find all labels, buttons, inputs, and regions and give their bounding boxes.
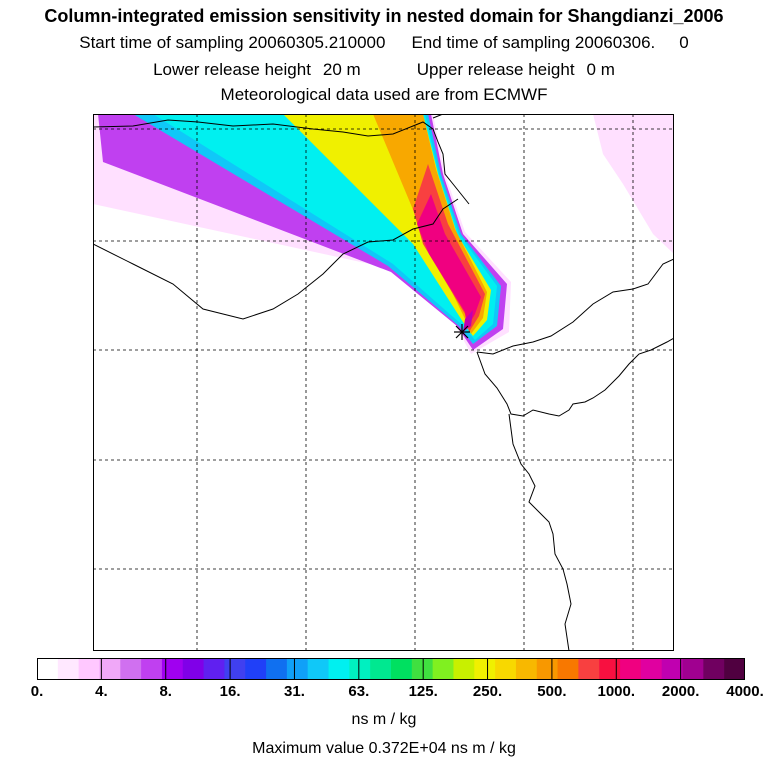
color-scale-cell [703,658,725,680]
end-time: End time of sampling 20060306. [411,33,656,52]
color-scale-cells [37,658,745,680]
color-scale-cell [370,658,392,680]
map-title: Column-integrated emission sensitivity i… [44,6,724,26]
coastline-peninsula [476,337,674,417]
release-heights: Lower release height 20 m Upper release he… [0,60,768,80]
color-scale-cell [557,658,580,680]
color-scale-cell [266,658,288,680]
color-scale-cell [515,658,538,680]
color-scale-label: 1000. [597,683,636,700]
sensitivity-plume [93,114,511,354]
color-scale-cell [620,658,642,680]
upper-release-label: Upper release height [416,60,575,79]
color-scale-label: 16. [219,683,241,700]
low-sensitivity-patch [593,114,674,254]
color-scale-cell [203,658,226,680]
color-scale-label: 63. [348,683,370,700]
color-scale-cell [182,658,205,680]
met-data-source: Meteorological data used are from ECMWF [220,85,548,104]
color-scale-cell [495,658,517,680]
color-scale-cell [599,658,621,680]
color-scale-cell [411,658,434,680]
sampling-times: Start time of sampling 20060305.210000 En… [0,33,768,53]
color-scale-cell [328,658,350,680]
color-scale-cell [453,658,475,680]
color-scale-ticks [100,658,682,680]
emission-sensitivity-map [93,114,674,651]
color-scale-cell [161,658,184,680]
color-scale-frame [37,658,745,680]
upper-release-value: 0 m [586,60,615,79]
lower-release-value: 20 m [322,60,361,79]
coastline-east [476,258,674,355]
color-scale-label: 2000. [661,683,700,700]
color-scale-cell [661,658,684,680]
color-scale-cell [432,658,455,680]
color-scale-label: 4000. [726,683,764,700]
color-scale-cell [37,658,59,680]
color-scale-cell [99,658,121,680]
color-scale-label: 8. [159,683,172,700]
color-scale-cell [78,658,101,680]
color-scale-label: 250. [472,683,503,700]
color-scale-cell [682,658,704,680]
color-scale-cell [536,658,559,680]
end-time-value: 0 [679,33,689,52]
coastlines [93,114,674,651]
color-scale-cell [349,658,371,680]
color-scale-cell [141,658,163,680]
color-scale-cell [640,658,663,680]
color-scale-cell [224,658,246,680]
color-scale-cell [57,658,80,680]
color-scale-label: 125. [408,683,438,700]
color-scale-cell [286,658,309,680]
map-frame [93,114,674,651]
color-scale-cell [245,658,267,680]
color-scale-cell [724,658,745,680]
star-marker [454,324,470,340]
color-scale-label: 500. [537,683,567,700]
color-scale-cell [391,658,413,680]
color-scale-cell [578,658,600,680]
color-scale-bar [37,658,745,680]
maximum-value: Maximum value 0.372E+04 ns m / kg [252,740,516,757]
color-scale-unit: ns m / kg [351,711,417,728]
color-scale-cell [120,658,142,680]
coastline-south [508,413,572,651]
plume-level-8 [417,194,481,328]
color-scale-cell [474,658,496,680]
start-time: Start time of sampling 20060305.210000 [79,33,386,52]
plume-level-9 [463,310,473,332]
lower-release-label: Lower release height [153,60,311,79]
plume-level-5 [283,114,491,336]
color-scale-label: 0. [30,683,44,700]
coastline-north [93,119,470,205]
color-scale-label: 4. [95,683,108,700]
color-scale-cell [307,658,330,680]
coastline-mid [93,198,459,320]
color-scale-label: 31. [284,683,305,700]
